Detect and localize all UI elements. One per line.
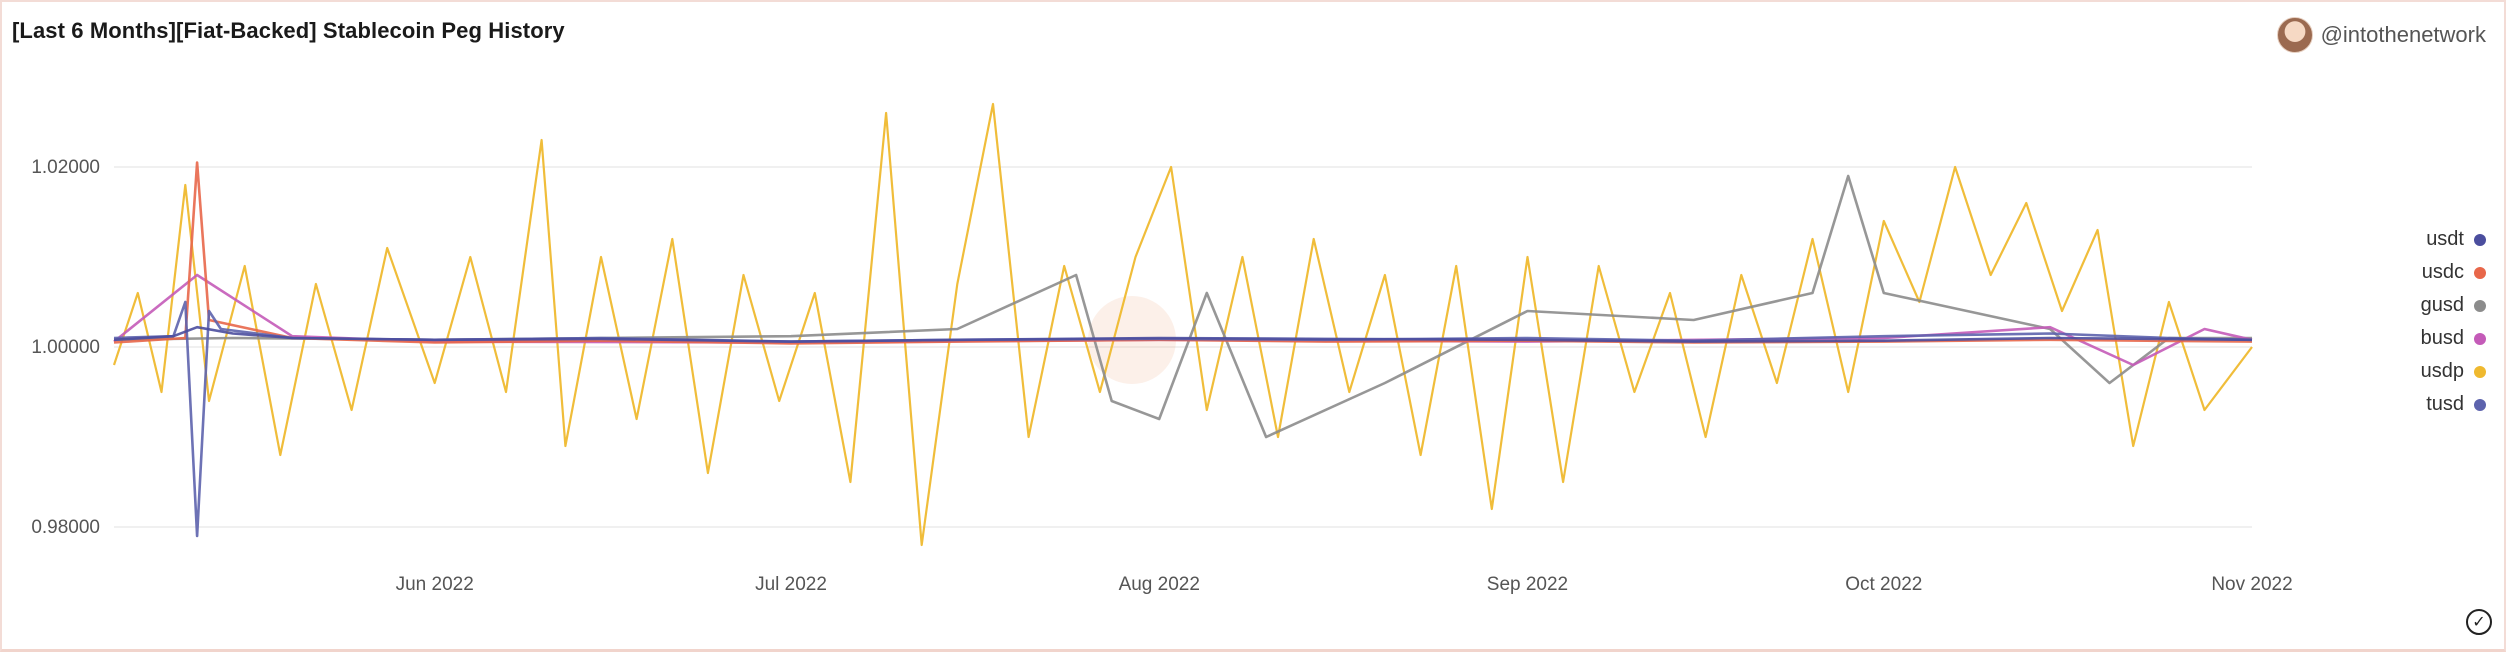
legend-item-tusd[interactable]: tusd — [2426, 393, 2486, 416]
legend-item-busd[interactable]: busd — [2421, 327, 2486, 350]
legend-label: usdp — [2420, 360, 2464, 382]
y-tick-label: 1.00000 — [31, 337, 100, 358]
x-tick-label: Sep 2022 — [1487, 574, 1568, 595]
check-circle-icon[interactable]: ✓ — [2466, 609, 2492, 635]
x-tick-label: Nov 2022 — [2211, 574, 2292, 595]
legend-dot — [2474, 299, 2486, 312]
series-line-usdp — [112, 102, 2253, 547]
x-tick-label: Jun 2022 — [396, 574, 474, 595]
chart-legend: usdt usdc gusd busd usdp tusd — [2421, 228, 2486, 416]
legend-dot — [2474, 332, 2486, 345]
series-line-usdt — [113, 325, 2253, 343]
legend-item-gusd[interactable]: gusd — [2421, 294, 2486, 317]
legend-item-usdc[interactable]: usdc — [2422, 261, 2486, 284]
legend-dot — [2474, 233, 2486, 246]
y-tick-label: 0.98000 — [31, 517, 100, 538]
x-tick-label: Aug 2022 — [1119, 574, 1200, 595]
legend-item-usdt[interactable]: usdt — [2426, 228, 2486, 251]
legend-dot — [2474, 266, 2486, 279]
legend-label: gusd — [2420, 294, 2464, 316]
legend-label: tusd — [2426, 393, 2464, 415]
avatar-icon — [2276, 17, 2313, 53]
legend-label: usdt — [2426, 228, 2464, 250]
y-tick-label: 1.02000 — [31, 157, 100, 178]
x-tick-label: Jul 2022 — [755, 574, 827, 595]
legend-dot — [2474, 398, 2486, 411]
series-line-gusd — [113, 174, 2252, 439]
legend-dot — [2474, 365, 2486, 378]
author-handle: @intothenetwork — [2320, 22, 2486, 47]
series-line-busd — [113, 273, 2253, 367]
x-tick-label: Oct 2022 — [1845, 574, 1922, 595]
legend-label: usdc — [2421, 261, 2464, 283]
chart-title: [Last 6 Months][Fiat-Backed] Stablecoin … — [12, 18, 565, 43]
legend-label: busd — [2420, 327, 2464, 349]
author-link[interactable]: @intothenetwork — [2276, 17, 2486, 53]
legend-item-usdp[interactable]: usdp — [2421, 360, 2486, 383]
